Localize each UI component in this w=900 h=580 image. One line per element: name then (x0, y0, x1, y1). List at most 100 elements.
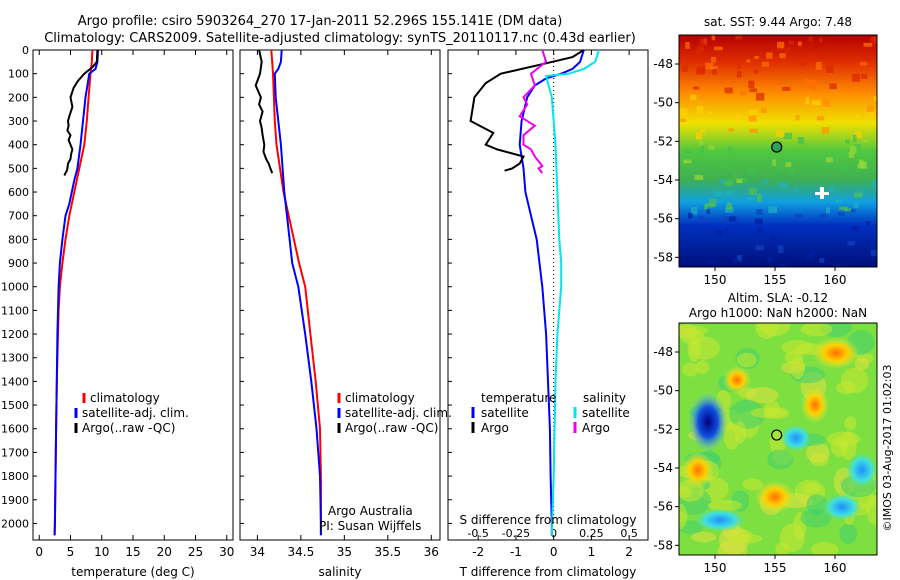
x-tick-label: 20 (157, 545, 172, 559)
header-line-1: Argo profile: csiro 5903264_270 17-Jan-2… (78, 14, 563, 29)
x-tick-label: 35 (337, 545, 352, 559)
temperature-plot-frame (32, 49, 234, 541)
x-tick-label: 25 (188, 545, 203, 559)
credit-pi: PI: Susan Wijffels (319, 519, 421, 533)
legend-label-satellite-adj: satellite-adj. clim. (345, 406, 452, 420)
map-x-tick-label: 150 (704, 561, 727, 575)
credit-argo-australia: Argo Australia (328, 504, 413, 518)
x-tick-label: 5 (67, 545, 75, 559)
legend-label-t-argo: Argo (481, 421, 509, 435)
map-x-tick-label: 160 (824, 273, 847, 287)
depth-tick-label: 1600 (1, 423, 29, 436)
x-tick-label: 15 (125, 545, 140, 559)
legend-label-argo: Argo(..raw -QC) (82, 421, 175, 435)
salinity-x-label: salinity (318, 565, 361, 579)
sla-map-frame (678, 322, 878, 556)
depth-tick-label: 600 (8, 186, 29, 199)
map-x-tick-label: 150 (704, 273, 727, 287)
map-x-tick-label: 155 (764, 273, 787, 287)
legend-label-argo: Argo(..raw -QC) (345, 421, 438, 435)
x-tick-label: -2 (472, 545, 484, 559)
depth-tick-label: 200 (8, 91, 29, 104)
map-y-tick-label: -54 (653, 173, 673, 187)
sla-map-field (679, 323, 877, 555)
x-tick-label: 30 (219, 545, 234, 559)
imos-credit: ©IMOS 03-Aug-2017 01:02:03 (881, 365, 894, 532)
map-y-tick-label: -56 (653, 212, 673, 226)
map-y-tick-label: -50 (653, 96, 673, 110)
map-x-tick-label: 160 (824, 561, 847, 575)
s-difference-x-label: S difference from climatology (460, 513, 637, 527)
header-line-2: Climatology: CARS2009. Satellite-adjuste… (44, 31, 636, 46)
x-tick-label: 1 (588, 545, 596, 559)
x-tick-label-secondary: 0.25 (579, 527, 604, 540)
map-y-tick-label: -48 (653, 57, 673, 71)
x-tick-label: 10 (94, 545, 109, 559)
temperature-legend: climatology satellite-adj. clim. Argo(..… (74, 391, 189, 435)
legend-label-satellite-adj: satellite-adj. clim. (82, 406, 189, 420)
x-tick-label-secondary: 0.5 (620, 527, 638, 540)
map-y-tick-label: -48 (653, 345, 673, 359)
series-line-argo-raw-qc- (63, 49, 99, 176)
x-tick-label: 0 (35, 545, 43, 559)
map-y-tick-label: -54 (653, 461, 673, 475)
legend-label-t-satellite: satellite (481, 406, 529, 420)
sst-map-title: sat. SST: 9.44 Argo: 7.48 (704, 15, 852, 29)
legend-label-s-argo: Argo (582, 421, 610, 435)
depth-tick-label: 1000 (1, 281, 29, 294)
legend-title-temperature: temperature (481, 391, 556, 405)
depth-tick-label: 2000 (1, 517, 29, 530)
depth-tick-label: 700 (8, 210, 29, 223)
depth-tick-label: 1300 (1, 352, 29, 365)
depth-tick-label: 900 (8, 257, 29, 270)
map-x-tick-label: 155 (764, 561, 787, 575)
temperature-plot: 0 5 10 15 20 25 30 (35, 49, 234, 559)
series-line-salinity-argo (518, 49, 548, 174)
difference-plot-frame (447, 49, 649, 541)
salinity-legend: climatology satellite-adj. clim. Argo(..… (319, 391, 452, 533)
depth-tick-label: 1200 (1, 328, 29, 341)
map-y-tick-label: -58 (653, 538, 673, 552)
x-tick-label: 35.5 (374, 545, 401, 559)
x-tick-label: 36 (424, 545, 439, 559)
depth-axis: 0 100 200 300 400 500 600 700 800 900 1000 1100 1200… (1, 44, 452, 530)
series-line-climatology (53, 49, 94, 536)
map-y-tick-label: -50 (653, 384, 673, 398)
difference-legend: temperature salinity satellite Argo sate… (471, 391, 630, 435)
depth-tick-label: 100 (8, 68, 29, 81)
series-line-satellite-adj-clim- (53, 49, 99, 536)
series-line-argo-raw-qc- (254, 49, 274, 174)
x-tick-label: -1 (510, 545, 522, 559)
depth-tick-label: 1700 (1, 446, 29, 459)
x-tick-label: 34 (250, 545, 265, 559)
legend-label-climatology: climatology (90, 391, 160, 405)
x-tick-label: 2 (625, 545, 633, 559)
series-line-satellite-adj-clim- (273, 49, 322, 536)
depth-tick-label: 300 (8, 115, 29, 128)
salinity-plot-frame (239, 49, 441, 541)
x-tick-label: 0 (550, 545, 558, 559)
argo-location-marker (771, 429, 783, 441)
legend-label-climatology: climatology (345, 391, 415, 405)
temperature-x-label: temperature (deg C) (71, 565, 194, 579)
argo-location-marker (771, 141, 783, 153)
salinity-plot: 34 34.5 35 35.5 36 (250, 49, 439, 559)
x-tick-label-secondary: 0 (550, 527, 557, 540)
series-line-temperature-argo (469, 49, 585, 172)
sst-map-field (679, 35, 877, 267)
x-tick-label-secondary: -0.25 (502, 527, 530, 540)
map-y-tick-label: -52 (653, 134, 673, 148)
depth-tick-label: 1800 (1, 470, 29, 483)
sst-map-cross-marker (815, 187, 829, 199)
map-y-tick-label: -58 (653, 250, 673, 264)
series-line-salinity-satellite (544, 49, 600, 536)
depth-tick-label: 0 (22, 44, 29, 57)
series-line-climatology (270, 49, 322, 536)
sla-map-subtitle: Argo h1000: NaN h2000: NaN (689, 306, 867, 320)
map-y-tick-label: -56 (653, 500, 673, 514)
x-tick-label: 34.5 (288, 545, 315, 559)
x-tick-label-secondary: -0.5 (467, 527, 488, 540)
depth-tick-label: 1100 (1, 304, 29, 317)
